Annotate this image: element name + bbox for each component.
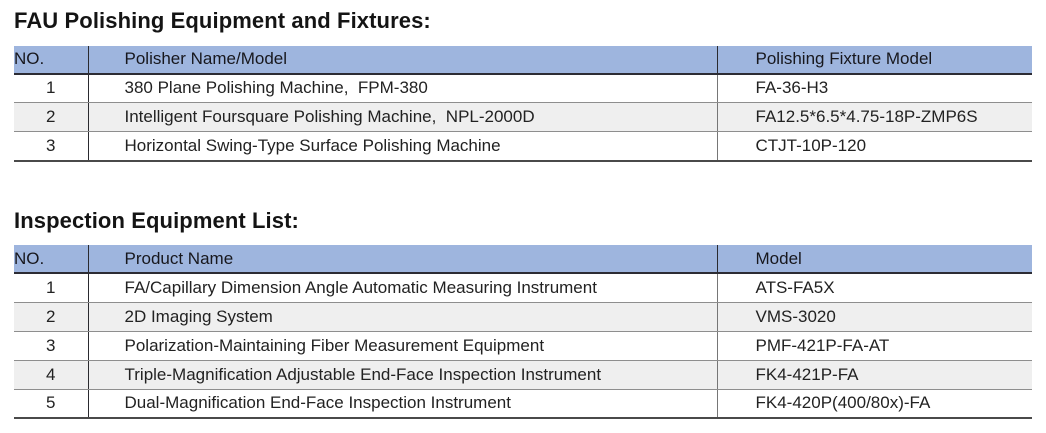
name-cell: Intelligent Foursquare Polishing Machine… xyxy=(88,102,718,133)
table-head: NO. Product Name Model xyxy=(14,245,1032,275)
column-header: Product Name xyxy=(88,245,718,275)
table-row: 5 Dual-Magnification End-Face Inspection … xyxy=(14,389,1032,420)
column-header: Model xyxy=(717,245,1032,275)
row-number-cell: 5 xyxy=(14,389,89,420)
row-number-cell: 4 xyxy=(14,360,89,390)
name-cell: Polarization-Maintaining Fiber Measureme… xyxy=(88,331,718,361)
table-body: 1 380 Plane Polishing Machine, FPM-380 FA-… xyxy=(14,73,1032,162)
model-cell: PMF-421P-FA-AT xyxy=(717,331,1032,361)
table-head: NO. Polisher Name/Model Polishing Fixture … xyxy=(14,45,1032,75)
row-number-cell: 1 xyxy=(14,73,89,104)
name-cell: FA/Capillary Dimension Angle Automatic M… xyxy=(88,273,718,303)
column-header: NO. xyxy=(14,45,89,75)
table-fau-polishing-equipment: NO. Polisher Name/Model Polishing Fixture … xyxy=(14,45,1032,162)
section-inspection-equipment-list: Inspection Equipment List: NO. Product Nam… xyxy=(14,207,1032,420)
table-header-row: NO. Product Name Model xyxy=(14,245,1032,275)
row-number-cell: 3 xyxy=(14,331,89,361)
section-fau-polishing-equipment: FAU Polishing Equipment and Fixtures: NO.… xyxy=(14,7,1032,162)
model-cell: VMS-3020 xyxy=(717,302,1032,332)
row-number-cell: 1 xyxy=(14,273,89,303)
name-cell: Horizontal Swing-Type Surface Polishing … xyxy=(88,131,718,162)
equipment-document-page: FAU Polishing Equipment and Fixtures: NO.… xyxy=(14,7,1032,420)
model-cell: FK4-421P-FA xyxy=(717,360,1032,390)
row-number-cell: 2 xyxy=(14,102,89,133)
table-row: 3 Horizontal Swing-Type Surface Polishing… xyxy=(14,131,1032,162)
table-header-row: NO. Polisher Name/Model Polishing Fixture … xyxy=(14,45,1032,75)
table-row: 2 2D Imaging System VMS-3020 xyxy=(14,302,1032,332)
column-header: NO. xyxy=(14,245,89,275)
table-row: 1 FA/Capillary Dimension Angle Automatic … xyxy=(14,273,1032,303)
section-title-fau-polishing-equipment: FAU Polishing Equipment and Fixtures: xyxy=(14,8,431,33)
table-row: 2 Intelligent Foursquare Polishing Machin… xyxy=(14,102,1032,133)
model-cell: FA12.5*6.5*4.75-18P-ZMP6S xyxy=(717,102,1032,133)
table-body: 1 FA/Capillary Dimension Angle Automatic … xyxy=(14,273,1032,420)
table-row: 1 380 Plane Polishing Machine, FPM-380 FA-… xyxy=(14,73,1032,104)
table-row: 4 Triple-Magnification Adjustable End-Fac… xyxy=(14,360,1032,390)
model-cell: CTJT-10P-120 xyxy=(717,131,1032,162)
model-cell: FA-36-H3 xyxy=(717,73,1032,104)
model-cell: ATS-FA5X xyxy=(717,273,1032,303)
row-number-cell: 3 xyxy=(14,131,89,162)
name-cell: Triple-Magnification Adjustable End-Face… xyxy=(88,360,718,390)
table-row: 3 Polarization-Maintaining Fiber Measurem… xyxy=(14,331,1032,361)
name-cell: 2D Imaging System xyxy=(88,302,718,332)
name-cell: Dual-Magnification End-Face Inspection I… xyxy=(88,389,718,420)
name-cell: 380 Plane Polishing Machine, FPM-380 xyxy=(88,73,718,104)
row-number-cell: 2 xyxy=(14,302,89,332)
section-title-inspection-equipment-list: Inspection Equipment List: xyxy=(14,207,299,233)
column-header: Polisher Name/Model xyxy=(88,45,718,75)
table-inspection-equipment-list: NO. Product Name Model 1 FA/Capillary Dimens… xyxy=(14,245,1032,420)
column-header: Polishing Fixture Model xyxy=(717,45,1032,75)
model-cell: FK4-420P(400/80x)-FA xyxy=(717,389,1032,420)
